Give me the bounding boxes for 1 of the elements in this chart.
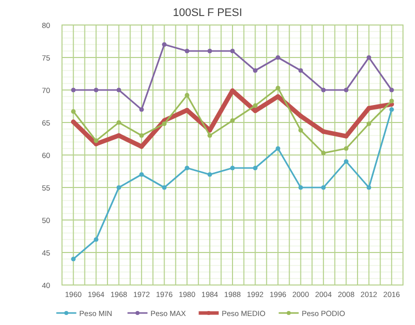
chart-title: 100SL F PESI bbox=[172, 7, 242, 19]
